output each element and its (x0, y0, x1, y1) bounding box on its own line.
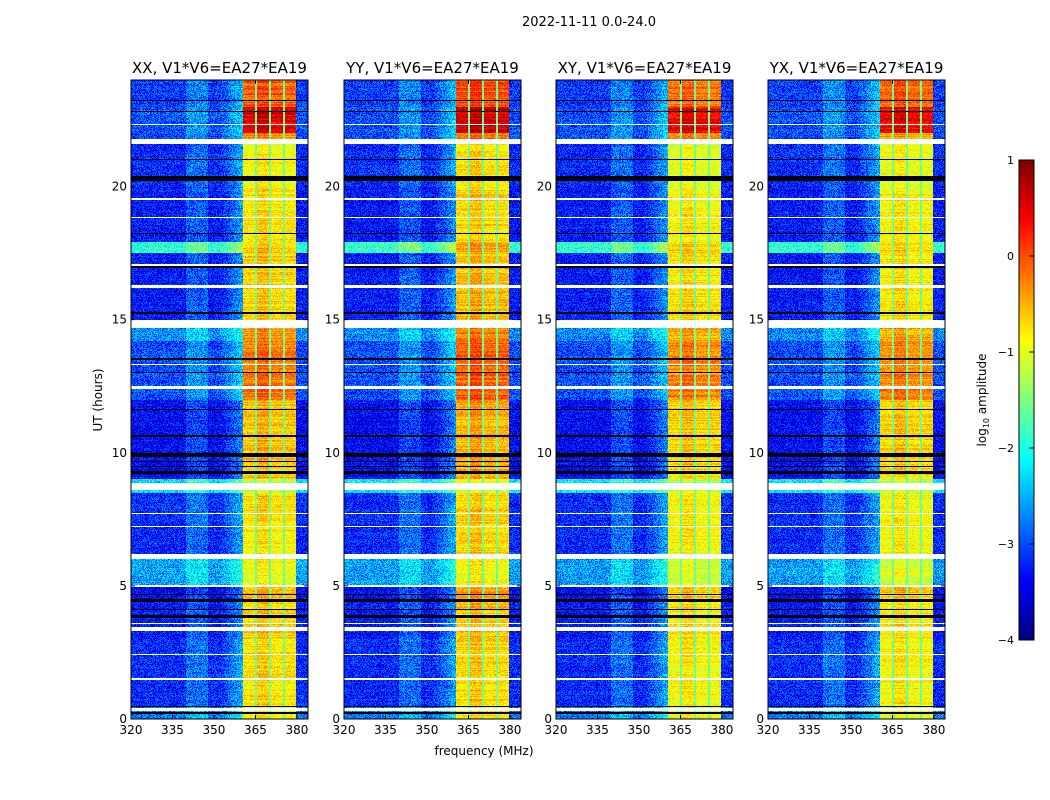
colorbar-tick-label: −4 (998, 634, 1014, 647)
x-tick-label: 380 (285, 723, 308, 737)
heatmap-panel-xy (556, 80, 733, 719)
panel-title: XX, V1*V6=EA27*EA19 (132, 59, 307, 77)
x-tick-label: 320 (757, 723, 780, 737)
y-tick-label: 15 (325, 313, 340, 327)
x-tick-label: 380 (710, 723, 733, 737)
y-tick-label: 5 (332, 579, 340, 593)
figure-title: 2022-11-11 0.0-24.0 (522, 15, 656, 30)
x-tick-label: 350 (840, 723, 863, 737)
colorbar-tick-label: 1 (1007, 154, 1014, 167)
y-tick-label: 5 (544, 579, 552, 593)
x-tick-label: 335 (586, 723, 609, 737)
panel-title: XY, V1*V6=EA27*EA19 (558, 59, 732, 77)
colorbar-tick-label: −3 (998, 538, 1014, 551)
y-tick-label: 5 (756, 579, 764, 593)
y-tick-label: 20 (325, 180, 340, 194)
x-tick-label: 335 (798, 723, 821, 737)
colorbar-tick-label: −2 (998, 442, 1014, 455)
y-tick-label: 0 (119, 712, 127, 726)
x-tick-label: 350 (203, 723, 226, 737)
x-tick-label: 365 (457, 723, 480, 737)
panel-frame (130, 79, 309, 720)
x-tick-label: 350 (416, 723, 439, 737)
y-tick-label: 0 (332, 712, 340, 726)
colorbar (1019, 160, 1034, 640)
panel-frame (555, 79, 734, 720)
panel-frame (767, 79, 946, 720)
heatmap-panel-yy (344, 80, 521, 719)
x-tick-label: 365 (669, 723, 692, 737)
colorbar-tick-label: 0 (1007, 250, 1014, 263)
y-tick-label: 20 (749, 180, 764, 194)
y-tick-label: 5 (119, 579, 127, 593)
y-tick-label: 10 (537, 446, 552, 460)
panel-title: YX, V1*V6=EA27*EA19 (769, 59, 944, 77)
heatmap-panel-yx (768, 80, 945, 719)
x-tick-label: 320 (120, 723, 143, 737)
y-tick-label: 15 (537, 313, 552, 327)
panel-title: YY, V1*V6=EA27*EA19 (345, 59, 519, 77)
y-tick-label: 10 (749, 446, 764, 460)
x-tick-label: 320 (333, 723, 356, 737)
colorbar-frame (1018, 159, 1035, 641)
y-tick-label: 0 (756, 712, 764, 726)
heatmap-panel-xx (131, 80, 308, 719)
x-tick-label: 320 (545, 723, 568, 737)
x-tick-label: 365 (881, 723, 904, 737)
y-tick-label: 15 (112, 313, 127, 327)
x-tick-label: 380 (922, 723, 945, 737)
y-tick-label: 20 (537, 180, 552, 194)
x-tick-label: 380 (498, 723, 521, 737)
y-tick-label: 0 (544, 712, 552, 726)
colorbar-label: log10 amplitude (975, 354, 991, 447)
x-tick-label: 335 (374, 723, 397, 737)
colorbar-tick-label: −1 (998, 346, 1014, 359)
y-axis-label: UT (hours) (91, 368, 105, 431)
y-tick-label: 20 (112, 180, 127, 194)
panel-frame (343, 79, 522, 720)
y-tick-label: 10 (112, 446, 127, 460)
x-axis-label: frequency (MHz) (434, 744, 533, 758)
x-tick-label: 365 (244, 723, 267, 737)
y-tick-label: 15 (749, 313, 764, 327)
y-tick-label: 10 (325, 446, 340, 460)
x-tick-label: 350 (628, 723, 651, 737)
x-tick-label: 335 (161, 723, 184, 737)
